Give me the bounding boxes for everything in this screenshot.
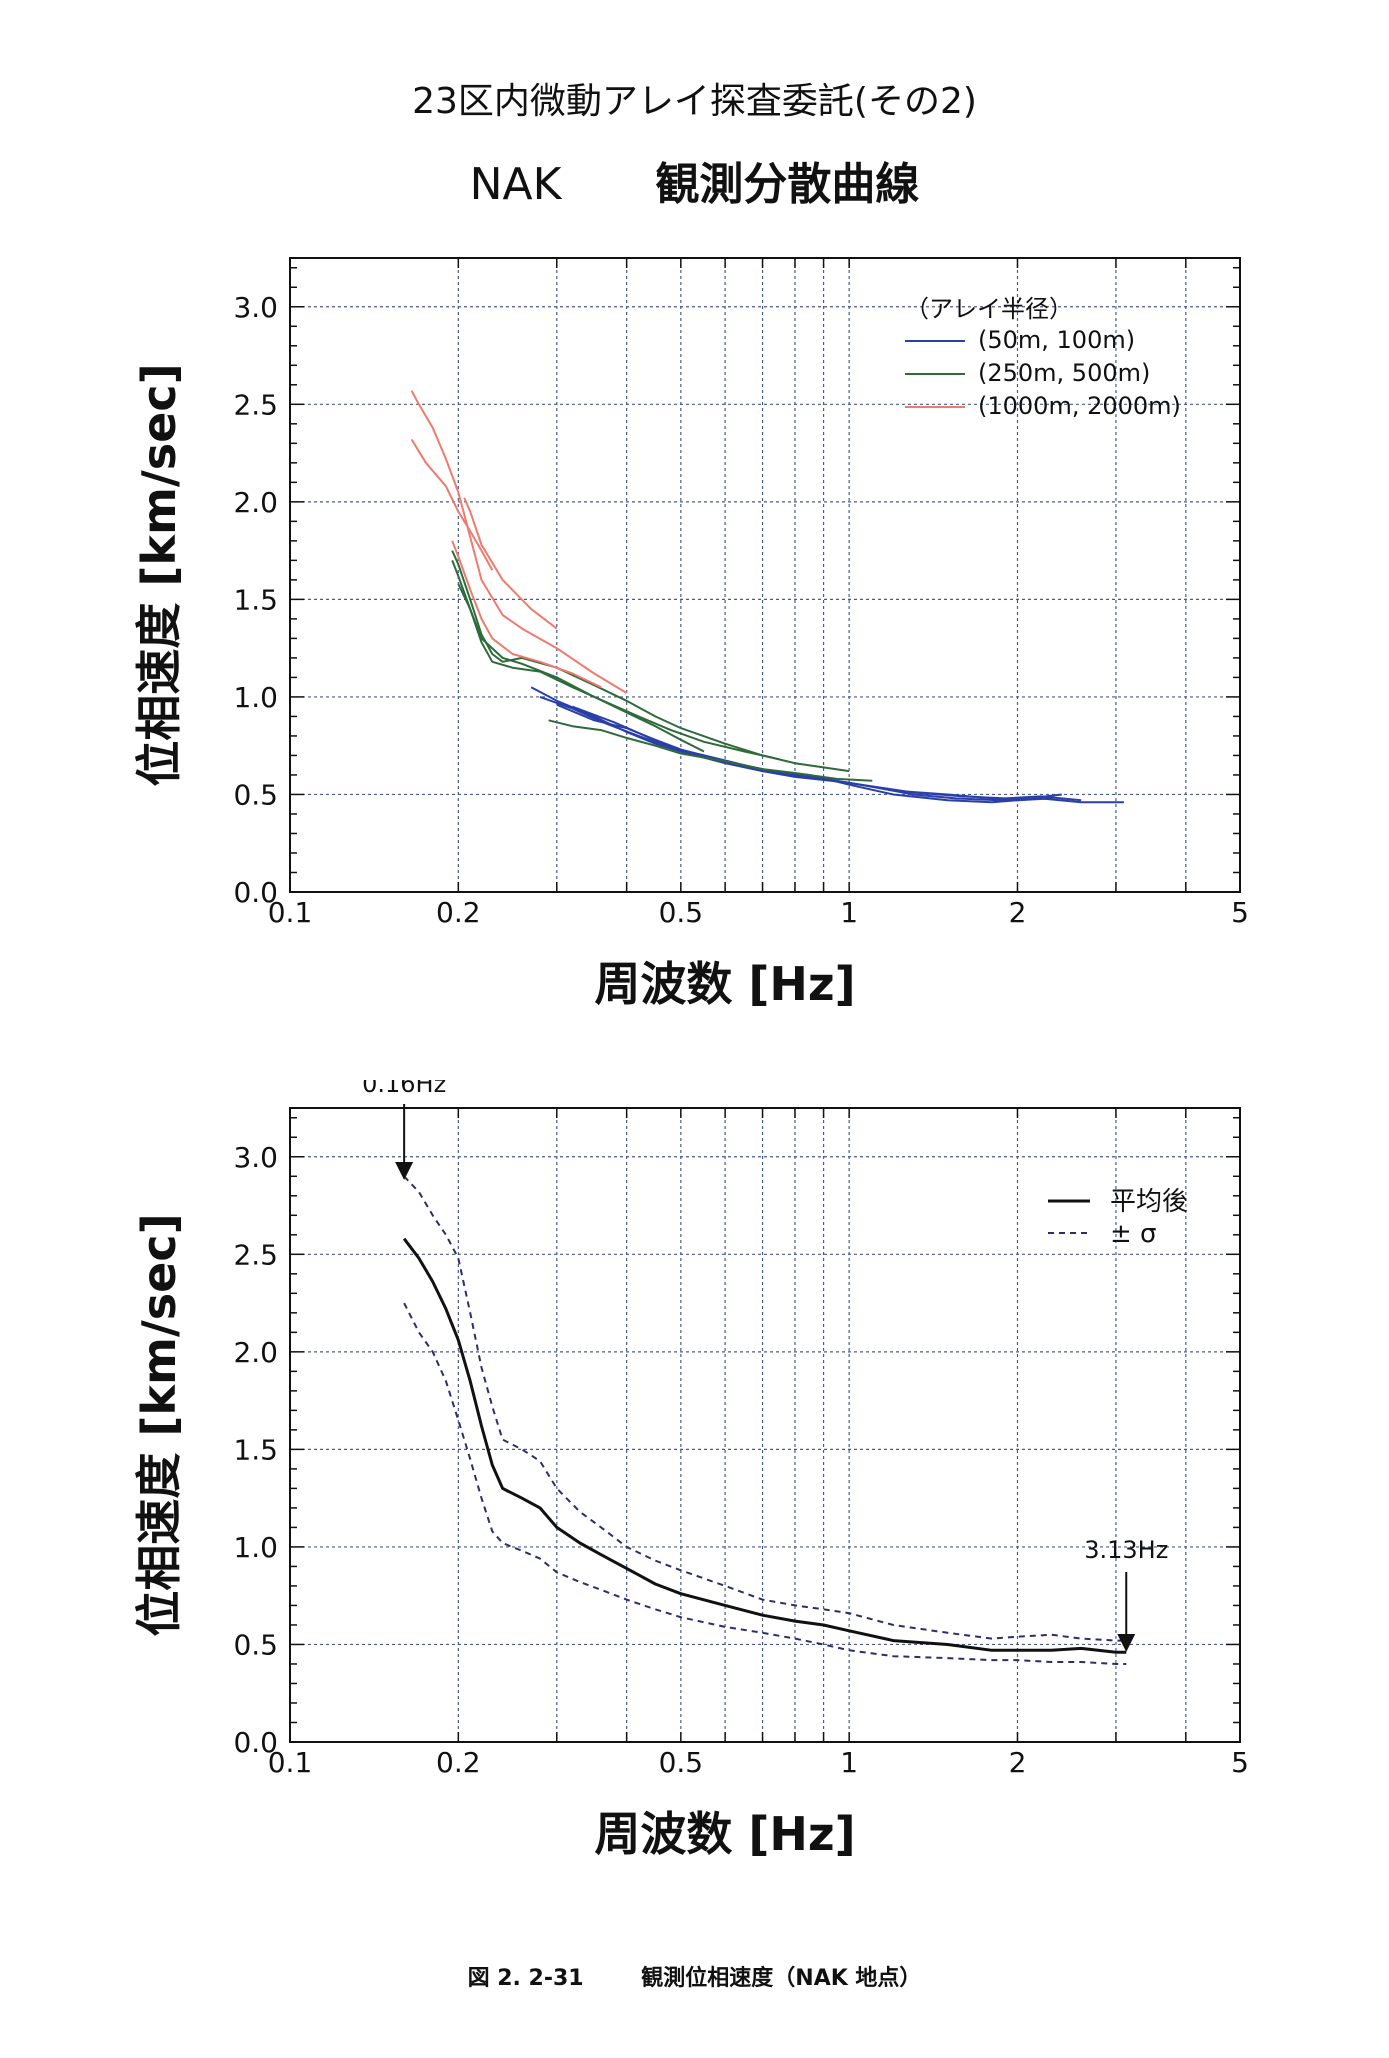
series-line [410,438,494,571]
x-tick-label: 0.5 [659,1746,704,1779]
legend-label: (1000m, 2000m) [978,392,1181,420]
y-tick-label: 1.5 [233,583,278,616]
annotation-label: 3.13Hz [1084,1536,1168,1564]
report-title: 23区内微動アレイ探査委託(その2) [412,81,977,122]
legend-label: (250m, 500m) [978,359,1150,387]
x-tick-label: 0.1 [268,1746,313,1779]
x-tick-label: 5 [1231,1746,1249,1779]
x-tick-label: 0.2 [436,896,481,929]
series-line [403,1175,1127,1642]
x-tick-label: 2 [1009,896,1027,929]
figure-caption: 図 2. 2-31 観測位相速度（NAK 地点） [0,1960,1389,1992]
x-tick-label: 1 [840,896,858,929]
legend-label: 平均後 [1110,1187,1188,1217]
y-axis-label: 位相速度 [km/sec] [132,1213,186,1636]
series-line [548,719,873,782]
dispersion-chart-observed: 0.1 0.2 0.5 1 2 5 0.0 0.5 1.0 1.5 2.0 2.5 3.0 周波数 [Hz… [132,257,1249,1011]
annotation-arrow-head [1117,1634,1136,1652]
annotation-label: 0.16Hz [362,1080,446,1098]
annotation-arrow-head [395,1162,414,1180]
y-tick-label: 1.0 [233,1531,278,1564]
y-tick-label: 0.5 [233,778,278,811]
y-tick-label: 2.0 [233,486,278,519]
y-axis-label: 位相速度 [km/sec] [132,363,186,786]
chart-subtitle: 観測分散曲線 [655,159,920,210]
series-line [451,540,602,689]
legend-title: （アレイ半径） [905,295,1073,323]
x-tick-label: 5 [1231,896,1249,929]
chart-heading: NAK 観測分散曲線 [0,148,1389,212]
series-line [457,583,705,753]
x-tick-label: 0.1 [268,896,313,929]
y-tick-label: 1.0 [233,681,278,714]
x-axis-label: 周波数 [Hz] [594,1807,855,1861]
y-tick-label: 0.0 [233,1726,278,1759]
station-code: NAK [469,159,562,210]
series-line [463,497,558,630]
plot-frame [289,1107,1241,1743]
y-tick-label: 1.5 [233,1433,278,1466]
series-line [410,390,628,694]
series-line [572,705,1062,802]
legend-label: (50m, 100m) [978,326,1135,354]
y-tick-label: 3.0 [233,1141,278,1174]
x-tick-label: 1 [840,1746,858,1779]
series-line [402,1237,1127,1654]
y-tick-label: 0.5 [233,1628,278,1661]
y-tick-label: 2.0 [233,1336,278,1369]
y-tick-label: 2.5 [233,388,278,421]
figure-number: 図 2. 2-31 [467,1966,584,1991]
x-tick-label: 0.2 [436,1746,481,1779]
y-tick-label: 3.0 [233,291,278,324]
plot-frame [289,257,1241,893]
series-line [451,550,850,773]
y-tick-label: 2.5 [233,1238,278,1271]
series-line [403,1302,1127,1665]
x-axis-label: 周波数 [Hz] [594,957,855,1011]
series-line [539,695,1082,802]
figure-caption-text: 観測位相速度（NAK 地点） [641,1966,922,1991]
legend-label: ± σ [1110,1219,1157,1249]
x-tick-label: 0.5 [659,896,704,929]
dispersion-chart-average: 0.1 0.2 0.5 1 2 5 0.0 0.5 1.0 1.5 2.0 2.5 3.0 周波数 [Hz… [132,1080,1249,1861]
x-tick-label: 2 [1009,1746,1027,1779]
y-tick-label: 0.0 [233,876,278,909]
